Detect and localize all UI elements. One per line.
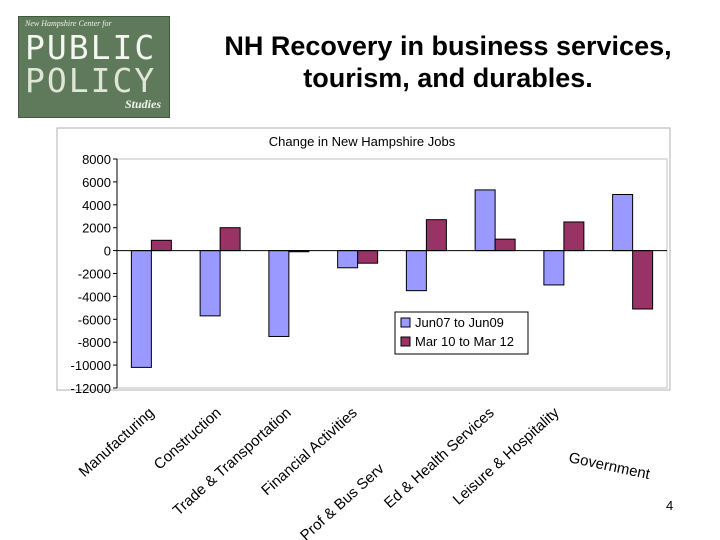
bar-series-2-7 bbox=[563, 221, 585, 252]
bar-series-1-1 bbox=[130, 250, 152, 368]
y-tick-label: -4000 bbox=[78, 289, 111, 304]
logo-tagline: New Hampshire Center for bbox=[25, 19, 112, 28]
page-number: 4 bbox=[666, 498, 674, 513]
x-category-label: Manufacturing bbox=[76, 404, 158, 480]
y-tick-label: -2000 bbox=[78, 267, 111, 282]
bar-series-2-5 bbox=[425, 219, 447, 252]
slide-title-line2: tourism, and durables. bbox=[303, 63, 593, 93]
y-tick-label: 0 bbox=[104, 244, 111, 259]
legend-label-1: Jun07 to Jun09 bbox=[415, 315, 504, 330]
y-tick-label: -6000 bbox=[78, 312, 111, 327]
bar-series-1-3 bbox=[268, 250, 290, 337]
bars bbox=[130, 189, 654, 368]
logo: New Hampshire Center for PUBLIC POLICY S… bbox=[18, 16, 170, 118]
logo-word-policy: POLICY bbox=[25, 61, 157, 100]
y-tick-label: 2000 bbox=[82, 221, 111, 236]
x-category-label: Construction bbox=[151, 404, 225, 473]
bar-series-2-6 bbox=[494, 238, 516, 252]
y-axis-ticks: 8000 6000 4000 2000 0 -2000 -4000 -6000 -8000 -10… bbox=[71, 152, 117, 396]
bar-series-2-4 bbox=[357, 250, 379, 264]
legend-label-2: Mar 10 to Mar 12 bbox=[415, 334, 514, 349]
bar-series-1-7 bbox=[543, 250, 565, 286]
bar-series-1-6 bbox=[474, 189, 496, 252]
y-tick-label: -12000 bbox=[71, 381, 111, 396]
slide-title: NH Recovery in business services, touris… bbox=[180, 30, 716, 94]
legend-box bbox=[394, 311, 529, 355]
y-tick-label: -8000 bbox=[78, 335, 111, 350]
slide-title-line1: NH Recovery in business services, bbox=[224, 31, 672, 61]
legend-swatch-2 bbox=[400, 336, 411, 347]
y-tick-label: -10000 bbox=[71, 358, 111, 373]
legend-swatch-1 bbox=[400, 317, 411, 328]
logo-word-studies: Studies bbox=[124, 97, 161, 111]
x-category-label: Ed & Health Services bbox=[381, 404, 498, 511]
bar-series-1-4 bbox=[337, 250, 359, 269]
bar-series-1-2 bbox=[199, 250, 221, 317]
bar-series-2-1 bbox=[150, 239, 172, 252]
bar-series-2-2 bbox=[219, 227, 241, 252]
chart-title: Change in New Hampshire Jobs bbox=[269, 134, 456, 149]
legend: Jun07 to Jun09 Mar 10 to Mar 12 bbox=[394, 311, 529, 355]
y-tick-label: 4000 bbox=[82, 198, 111, 213]
bar-series-1-8 bbox=[612, 193, 634, 252]
logo-word-public: PUBLIC bbox=[25, 28, 157, 67]
x-category-label: Leisure & Hospitality bbox=[450, 404, 563, 508]
bar-series-2-8 bbox=[632, 250, 654, 310]
x-category-label: Trade & Transportation bbox=[170, 404, 295, 519]
x-category-label: Prof & Bus Serv bbox=[297, 460, 388, 540]
bar-series-1-5 bbox=[405, 250, 427, 292]
y-tick-label: 6000 bbox=[82, 175, 111, 190]
y-tick-label: 8000 bbox=[82, 152, 111, 167]
x-category-label: Government bbox=[567, 449, 652, 483]
